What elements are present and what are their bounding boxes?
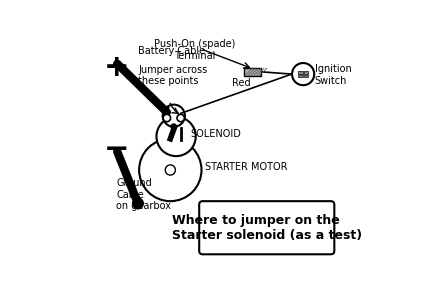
Circle shape: [177, 114, 184, 122]
Text: Red: Red: [232, 78, 250, 88]
Bar: [298, 71, 303, 74]
Text: Jumper across
these points: Jumper across these points: [138, 65, 207, 86]
Circle shape: [171, 124, 177, 130]
Circle shape: [163, 114, 170, 122]
Text: SOLENOID: SOLENOID: [190, 129, 241, 139]
Circle shape: [163, 105, 185, 127]
Circle shape: [292, 63, 314, 85]
FancyBboxPatch shape: [199, 201, 334, 254]
Bar: [244, 68, 261, 76]
Circle shape: [139, 139, 201, 201]
Text: STARTER MOTOR: STARTER MOTOR: [205, 161, 287, 172]
Text: Push-On (spade)
Terminal: Push-On (spade) Terminal: [154, 40, 235, 61]
Text: −: −: [104, 135, 129, 164]
Bar: [304, 71, 308, 74]
Bar: [304, 75, 308, 77]
Text: Battery Cable: Battery Cable: [138, 46, 205, 56]
Text: +: +: [104, 53, 129, 82]
Text: Ground
Cable
on gearbox: Ground Cable on gearbox: [116, 178, 171, 211]
Text: Where to jumper on the
Starter solenoid (as a test): Where to jumper on the Starter solenoid …: [172, 214, 362, 242]
Circle shape: [157, 117, 196, 156]
Text: Ignition
Switch: Ignition Switch: [315, 64, 351, 86]
Bar: [298, 75, 303, 77]
